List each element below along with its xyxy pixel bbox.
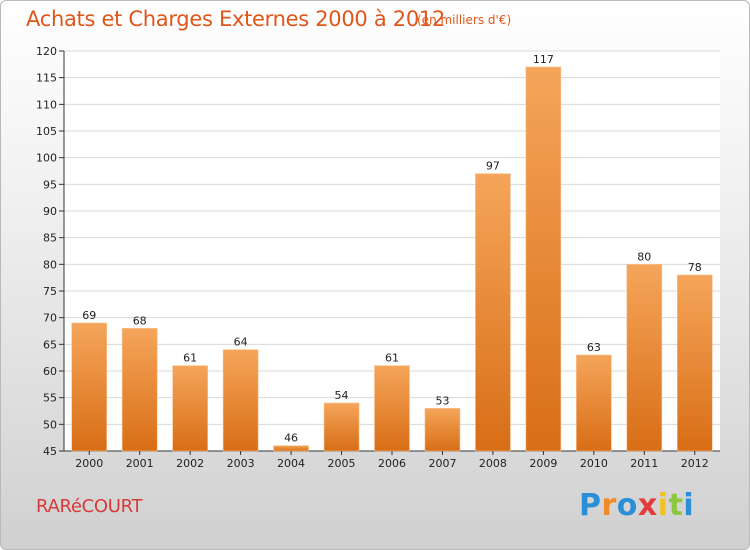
data-label: 64 [234, 336, 248, 349]
bar [374, 365, 410, 452]
proxiti-logo: Proxiti [579, 488, 694, 523]
logo-letter: r [601, 488, 617, 523]
x-tick-label: 2003 [227, 457, 255, 470]
x-tick-label: 2006 [378, 457, 406, 470]
data-label: 78 [688, 261, 702, 274]
y-tick-label: 100 [36, 152, 57, 165]
x-tick-label: 2000 [75, 457, 103, 470]
data-label: 61 [385, 352, 399, 365]
y-tick-label: 95 [43, 178, 57, 191]
bar [71, 322, 108, 452]
logo-letter: t [668, 488, 684, 523]
y-tick-label: 65 [43, 338, 57, 351]
y-tick-label: 85 [43, 232, 57, 245]
x-tick-label: 2012 [681, 457, 709, 470]
data-label: 61 [183, 352, 197, 365]
bar [475, 173, 511, 452]
data-label: 46 [284, 432, 298, 445]
bar [222, 349, 259, 452]
x-tick-label: 2002 [176, 457, 204, 470]
x-tick-label: 2005 [328, 457, 356, 470]
y-tick-label: 80 [43, 258, 57, 271]
x-tick-label: 2001 [126, 457, 154, 470]
bar [323, 402, 360, 452]
y-tick-label: 75 [43, 285, 57, 298]
x-tick-label: 2011 [630, 457, 658, 470]
bar [121, 328, 158, 452]
data-label: 68 [133, 314, 147, 327]
logo-letter: i [683, 488, 695, 523]
bar [626, 264, 663, 452]
commune-name: RARéCOURT [36, 496, 143, 517]
data-label: 97 [486, 160, 500, 173]
y-tick-label: 55 [43, 392, 57, 405]
data-label: 54 [335, 389, 349, 402]
x-tick-label: 2004 [277, 457, 305, 470]
y-tick-label: 120 [36, 45, 57, 58]
y-tick-label: 90 [43, 205, 57, 218]
data-label: 63 [587, 341, 601, 354]
logo-letter: i [657, 488, 669, 523]
bar [576, 354, 612, 452]
y-tick-label: 45 [43, 445, 57, 458]
y-tick-label: 110 [36, 98, 57, 111]
x-tick-label: 2009 [529, 457, 557, 470]
logo-letter: P [579, 488, 602, 523]
x-tick-label: 2008 [479, 457, 507, 470]
x-tick-label: 2010 [580, 457, 608, 470]
logo-letter: o [616, 488, 638, 523]
y-tick-label: 70 [43, 312, 57, 325]
bar [424, 408, 461, 452]
bar [676, 274, 713, 452]
logo-letter: x [637, 488, 658, 523]
chart-subtitle: (en milliers d'€) [417, 13, 512, 27]
data-label: 69 [82, 309, 96, 322]
data-label: 80 [637, 250, 651, 263]
bar [525, 66, 562, 452]
chart-title: Achats et Charges Externes 2000 à 2012 [26, 7, 446, 31]
y-tick-label: 50 [43, 418, 57, 431]
x-tick-label: 2007 [428, 457, 456, 470]
bar [273, 445, 309, 452]
data-label: 53 [435, 394, 449, 407]
bar [172, 365, 208, 452]
y-tick-label: 115 [36, 72, 57, 85]
data-label: 117 [533, 53, 554, 66]
y-tick-label: 105 [36, 125, 57, 138]
y-tick-label: 60 [43, 365, 57, 378]
